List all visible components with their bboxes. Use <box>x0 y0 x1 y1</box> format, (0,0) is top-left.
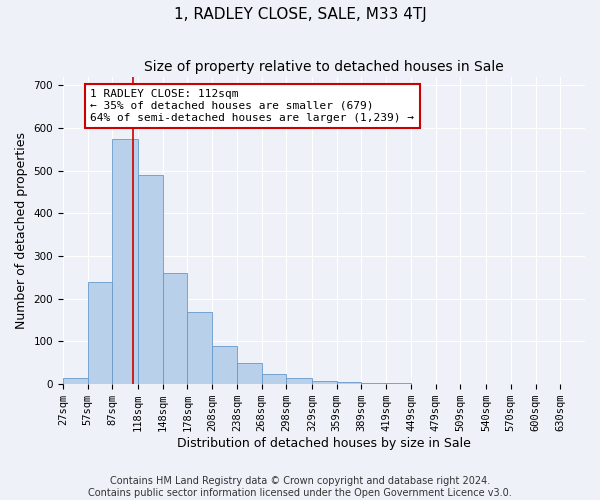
Bar <box>163 273 187 384</box>
Bar <box>138 175 163 384</box>
Y-axis label: Number of detached properties: Number of detached properties <box>15 132 28 329</box>
Text: 1 RADLEY CLOSE: 112sqm
← 35% of detached houses are smaller (679)
64% of semi-de: 1 RADLEY CLOSE: 112sqm ← 35% of detached… <box>90 90 414 122</box>
Text: Contains HM Land Registry data © Crown copyright and database right 2024.
Contai: Contains HM Land Registry data © Crown c… <box>88 476 512 498</box>
Bar <box>212 346 237 384</box>
Bar <box>361 383 386 384</box>
Bar <box>112 138 138 384</box>
Bar <box>286 378 312 384</box>
Title: Size of property relative to detached houses in Sale: Size of property relative to detached ho… <box>144 60 504 74</box>
Bar <box>88 282 112 384</box>
Bar <box>312 381 337 384</box>
Bar <box>337 382 361 384</box>
Bar <box>237 363 262 384</box>
X-axis label: Distribution of detached houses by size in Sale: Distribution of detached houses by size … <box>177 437 471 450</box>
Text: 1, RADLEY CLOSE, SALE, M33 4TJ: 1, RADLEY CLOSE, SALE, M33 4TJ <box>173 8 427 22</box>
Bar <box>262 374 286 384</box>
Bar <box>63 378 88 384</box>
Bar <box>187 312 212 384</box>
